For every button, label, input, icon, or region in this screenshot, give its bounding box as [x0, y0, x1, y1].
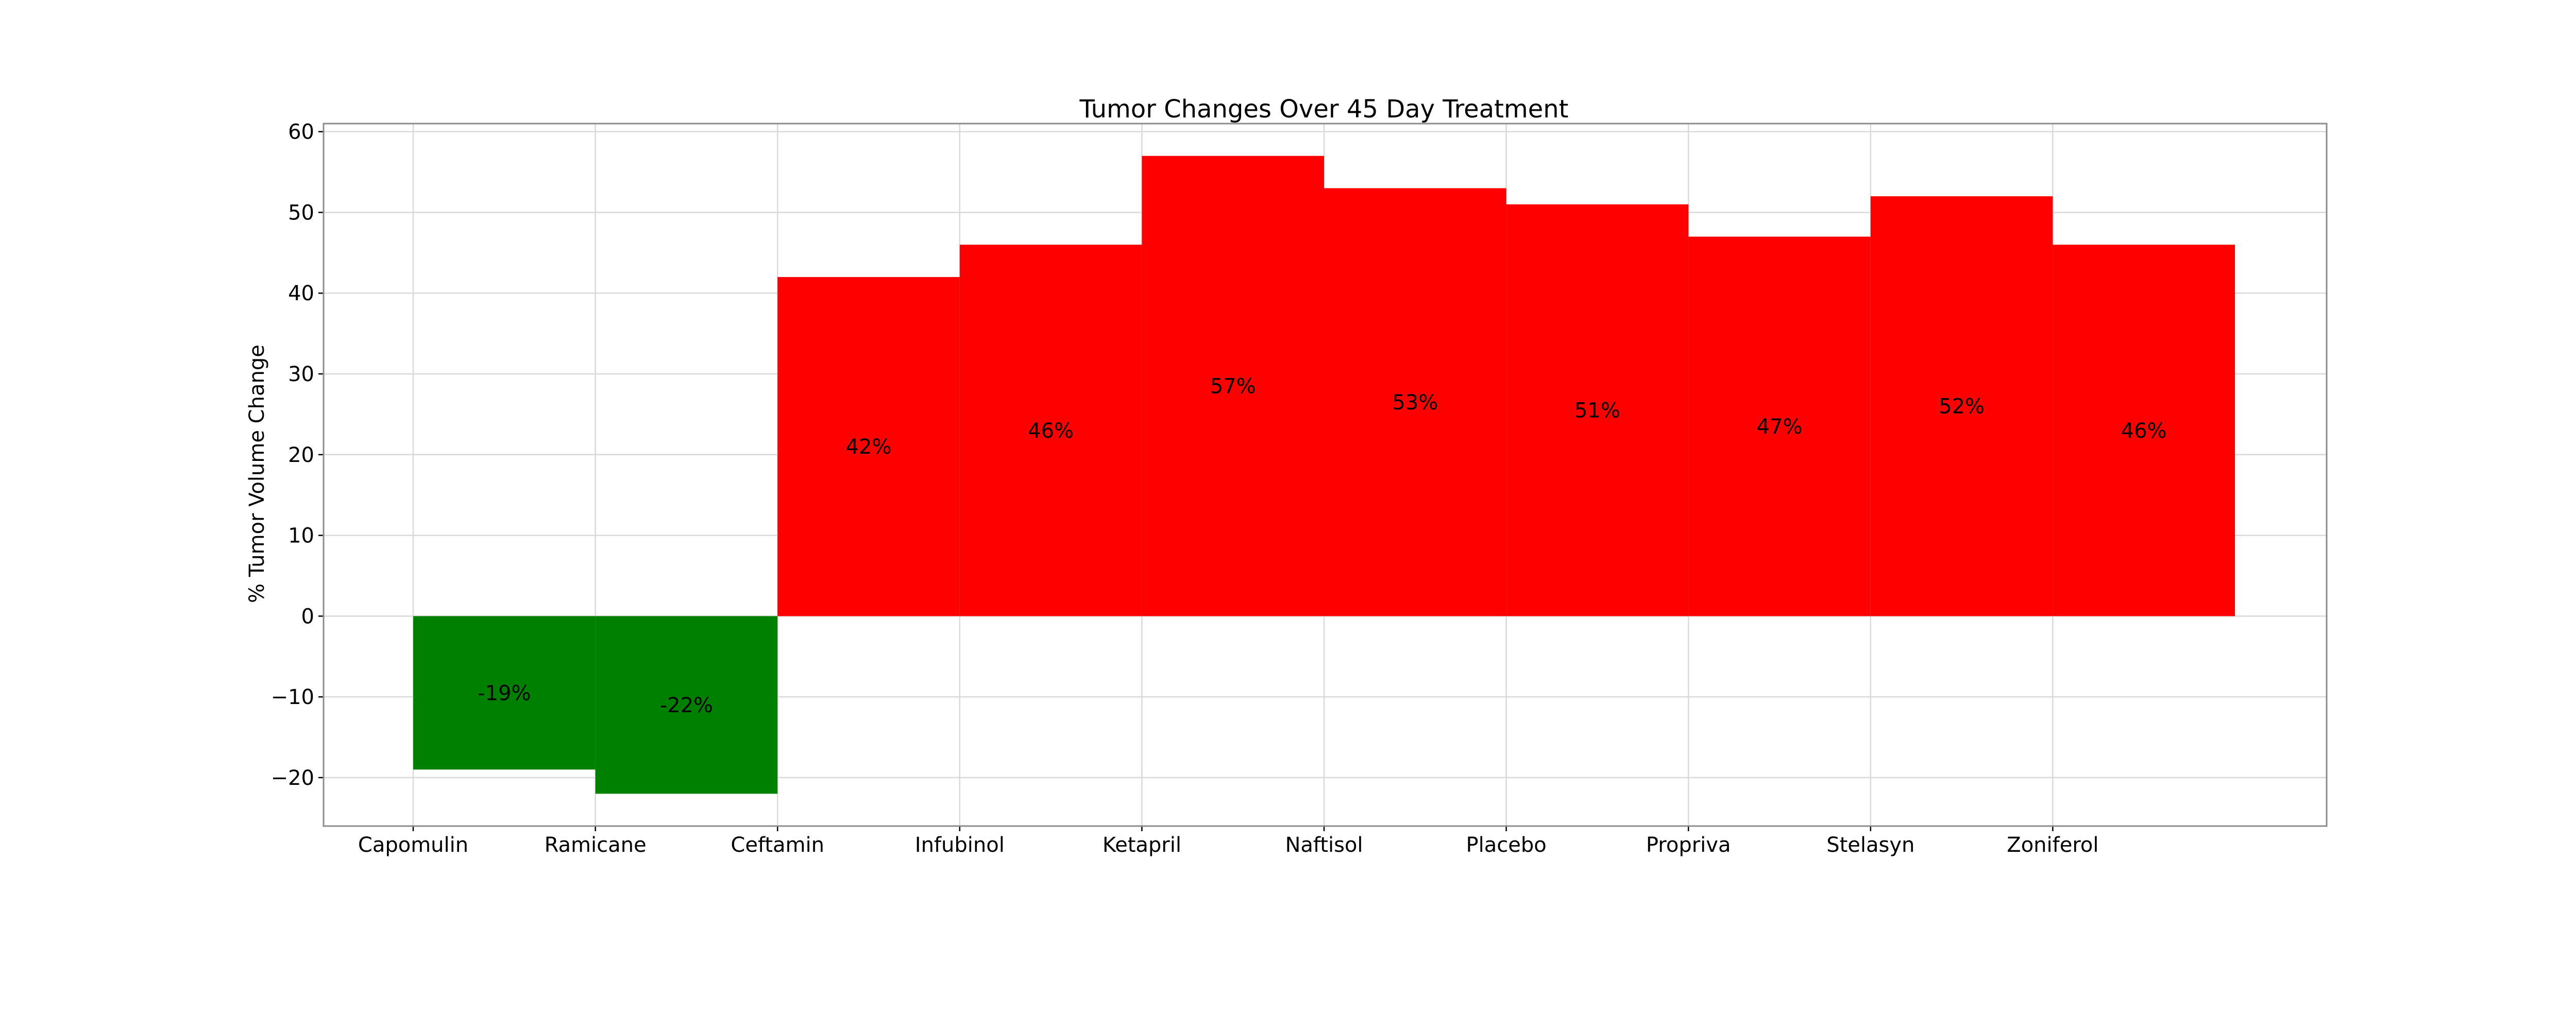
bar — [1688, 236, 1871, 616]
y-tick-label: 40 — [288, 282, 314, 305]
bar — [2053, 245, 2235, 616]
bar — [1870, 196, 2053, 616]
bar — [959, 245, 1142, 616]
bar — [777, 277, 960, 616]
y-axis-label: % Tumor Volume Change — [245, 345, 269, 603]
bar-value-label: 42% — [846, 435, 892, 459]
x-tick-label: Ramicane — [545, 833, 647, 857]
x-tick-label: Naftisol — [1285, 833, 1363, 857]
plot-frame — [323, 123, 2328, 827]
bar — [1506, 204, 1689, 616]
bar-value-label: 57% — [1210, 375, 1256, 399]
bar-value-label: -22% — [660, 694, 713, 717]
bar-value-label: 46% — [2121, 419, 2167, 443]
y-tick-label: 0 — [301, 605, 314, 628]
bar-value-label: 52% — [1939, 395, 1985, 419]
tick-labels: −20 −10 0 10 20 30 40 50 60 Capomulin Ramicane Ceft… — [271, 121, 2099, 857]
x-tick-label: Ceftamin — [731, 833, 824, 857]
bar — [1324, 188, 1506, 616]
y-tick-label: −20 — [271, 766, 314, 790]
y-tick-label: −10 — [271, 685, 314, 709]
bar-value-label: 46% — [1028, 419, 1074, 443]
y-tick-label: 10 — [288, 524, 314, 548]
chart-title: Tumor Changes Over 45 Day Treatment — [1079, 95, 1569, 124]
x-tick-label: Stelasyn — [1826, 833, 1914, 857]
x-tick-label: Capomulin — [358, 833, 468, 857]
x-tick-label: Zoniferol — [2007, 833, 2098, 857]
data-labels: -19% -22% 42% 46% 57% 53% 51% 47% 52% 46% — [478, 375, 2167, 717]
x-tick-label: Infubinol — [915, 833, 1005, 857]
bar-value-label: 51% — [1574, 399, 1620, 423]
y-tick-label: 60 — [288, 121, 314, 144]
bar — [413, 616, 596, 770]
bar-value-label: 53% — [1392, 391, 1438, 415]
y-tick-label: 20 — [288, 443, 314, 467]
x-tick-label: Ketapril — [1103, 833, 1181, 857]
x-tick-label: Placebo — [1466, 833, 1546, 857]
y-tick-label: 30 — [288, 363, 314, 386]
x-tick-label: Propriva — [1646, 833, 1731, 857]
bar-value-label: 47% — [1757, 415, 1803, 439]
bar — [1142, 156, 1324, 616]
bar — [595, 616, 778, 794]
bar-value-label: -19% — [478, 681, 531, 705]
y-tick-label: 50 — [288, 201, 314, 225]
bars — [413, 156, 2235, 794]
